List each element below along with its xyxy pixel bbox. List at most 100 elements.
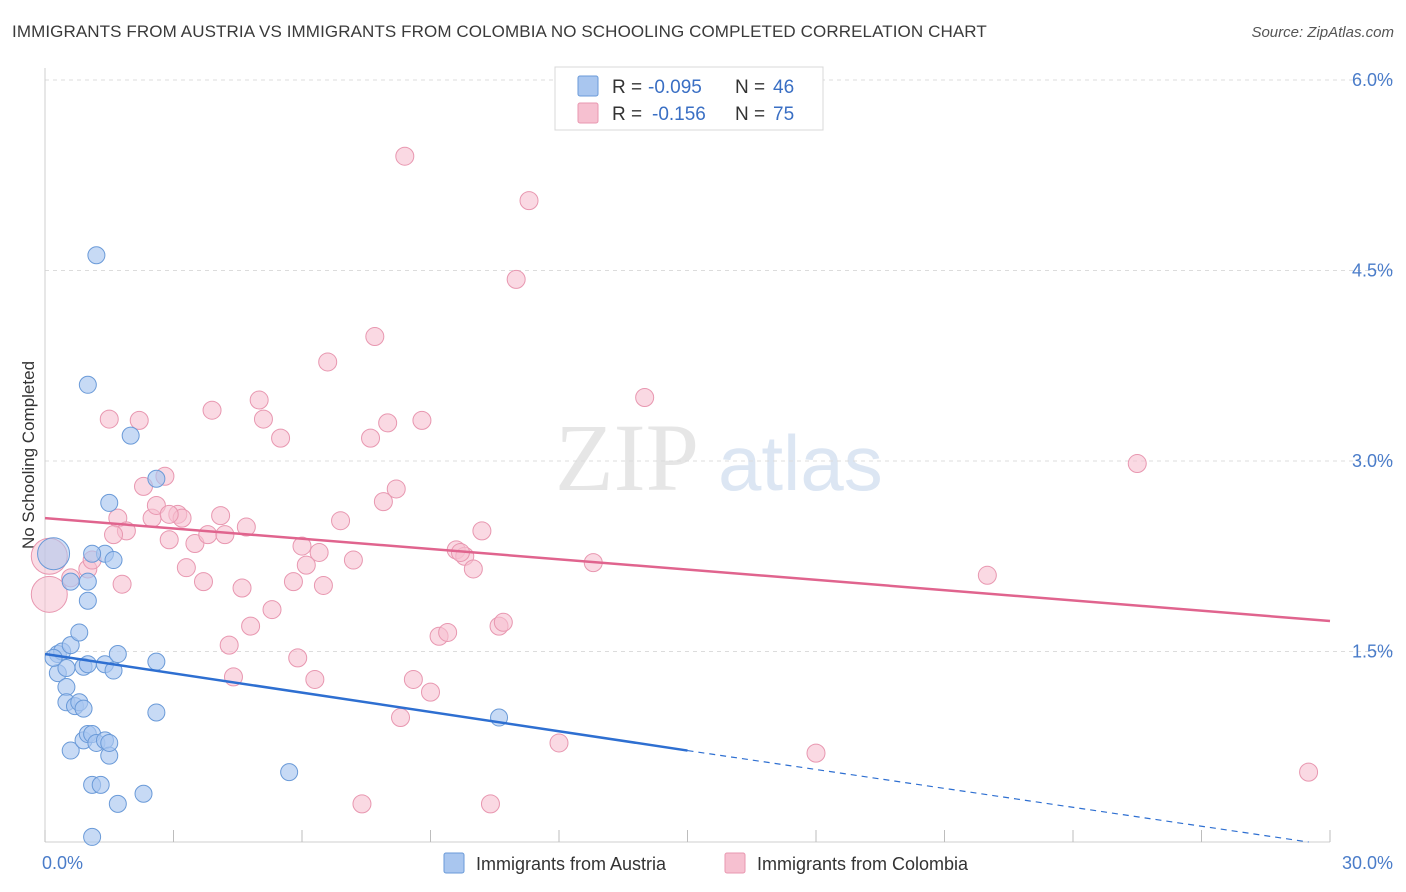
y-tick-label-1: 3.0% — [1352, 451, 1393, 471]
colombia-point-39 — [331, 511, 351, 531]
trend-lines — [44, 516, 1331, 843]
austria-point-22 — [134, 784, 153, 803]
y-tick-label-2: 4.5% — [1352, 261, 1393, 281]
austria-point-12 — [74, 699, 93, 718]
austria-point-5 — [57, 678, 76, 697]
colombia-point-35 — [296, 555, 316, 575]
colombia-point-57 — [472, 521, 492, 541]
colombia-point-5 — [99, 409, 119, 429]
y-tick-label-3: 6.0% — [1352, 70, 1393, 90]
legend-austria-swatch — [577, 75, 599, 97]
austria-point-37 — [147, 469, 166, 488]
colombia-point-9 — [129, 410, 149, 430]
x-tick-label-min: 0.0% — [42, 853, 83, 873]
colombia-point-50 — [412, 410, 432, 430]
colombia-point-43 — [365, 327, 385, 347]
colombia-point-30 — [262, 600, 282, 620]
austria-point-10 — [61, 741, 80, 760]
y-tick-labels: 1.5% 3.0% 4.5% 6.0% — [1352, 70, 1393, 662]
colombia-point-58 — [480, 794, 500, 814]
colombia-point-34 — [292, 536, 312, 556]
legend-colombia-r-value: -0.156 — [652, 104, 706, 125]
legend-colombia-r-label: R = — [612, 104, 642, 125]
austria-point-18 — [100, 733, 119, 752]
colombia-point-63 — [549, 733, 569, 753]
colombia-point-36 — [305, 669, 325, 689]
colombia-point-31 — [271, 428, 291, 448]
austria-point-6 — [61, 636, 80, 655]
colombia-point-42 — [361, 428, 381, 448]
austria-point-23 — [83, 827, 102, 846]
colombia-point-46 — [386, 479, 406, 499]
colombia-point-69 — [1299, 762, 1319, 782]
colombia-point-25 — [232, 578, 252, 598]
austria-point-29 — [108, 645, 127, 664]
colombia-point-19 — [193, 572, 213, 592]
austria-point-28 — [104, 661, 123, 680]
colombia-point-29 — [253, 409, 273, 429]
colombia-point-60 — [493, 612, 513, 632]
austria-point-41 — [280, 763, 299, 782]
colombia-point-27 — [241, 616, 261, 636]
bottom-legend-colombia-swatch — [724, 852, 746, 874]
colombia-point-14 — [159, 530, 179, 550]
colombia-point-71 — [159, 504, 179, 524]
colombia-point-49 — [403, 669, 423, 689]
colombia-point-56 — [463, 559, 483, 579]
legend-austria-r-label: R = — [612, 77, 642, 98]
legend-austria-n-label: N = — [735, 77, 765, 98]
austria-point-39 — [78, 375, 97, 394]
colombia-point-47 — [391, 708, 411, 728]
legend-colombia-n-label: N = — [735, 104, 765, 125]
series-legend: Immigrants from Austria Immigrants from … — [443, 852, 969, 874]
austria-point-30 — [147, 652, 166, 671]
colombia-point-20 — [198, 525, 218, 545]
austria-point-45 — [104, 551, 123, 570]
colombia-point-61 — [506, 269, 526, 289]
colombia-point-51 — [421, 682, 440, 702]
colombia-point-70 — [104, 525, 124, 545]
bottom-legend-austria-swatch — [443, 852, 465, 874]
y-axis-label: No Schooling Completed — [19, 361, 38, 549]
colombia-point-66 — [806, 743, 826, 763]
austria-point-26 — [78, 655, 97, 674]
austria-points — [37, 246, 509, 846]
colombia-trend-line — [44, 516, 1331, 623]
austria-point-44 — [44, 648, 63, 667]
austria-point-0 — [37, 537, 71, 571]
colombia-point-7 — [112, 574, 132, 594]
grid-lines — [45, 79, 1395, 652]
y-tick-label-0: 1.5% — [1352, 642, 1393, 662]
chart-title: IMMIGRANTS FROM AUSTRIA VS IMMIGRANTS FR… — [12, 22, 987, 41]
austria-point-38 — [121, 426, 140, 445]
watermark-zip: ZIP — [555, 404, 699, 511]
colombia-point-22 — [211, 506, 231, 526]
colombia-point-33 — [288, 648, 308, 668]
bottom-legend-austria-label: Immigrants from Austria — [476, 854, 667, 874]
austria-point-34 — [83, 544, 102, 563]
watermark-atlas: atlas — [718, 419, 883, 507]
austria-trend-extension — [687, 749, 1309, 843]
colombia-point-23 — [219, 635, 239, 655]
x-tick-labels: 0.0% 30.0% — [42, 853, 1393, 873]
austria-point-31 — [147, 703, 166, 722]
colombia-point-68 — [1127, 454, 1147, 474]
colombia-point-44 — [373, 492, 393, 512]
colombia-point-41 — [352, 794, 372, 814]
legend-colombia-swatch — [577, 102, 599, 124]
colombia-point-28 — [249, 390, 269, 410]
colombia-point-21 — [202, 400, 222, 420]
legend-austria-n-value: 46 — [773, 77, 794, 98]
austria-point-35 — [78, 572, 97, 591]
austria-point-43 — [61, 572, 80, 591]
colombia-point-72 — [215, 525, 235, 545]
austria-point-20 — [91, 775, 110, 794]
legend-austria-r-value: -0.095 — [648, 77, 702, 98]
colombia-point-65 — [635, 388, 655, 407]
austria-point-24 — [70, 623, 89, 642]
colombia-point-53 — [438, 622, 458, 642]
colombia-point-48 — [395, 146, 415, 166]
austria-point-21 — [108, 794, 127, 813]
bottom-legend-colombia-label: Immigrants from Colombia — [757, 854, 969, 874]
